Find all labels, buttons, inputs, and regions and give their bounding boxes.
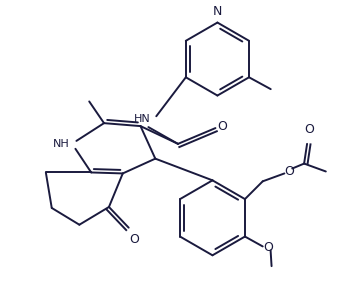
Text: O: O: [130, 233, 139, 246]
Text: HN: HN: [134, 114, 150, 124]
Text: O: O: [264, 241, 274, 254]
Text: O: O: [285, 165, 294, 178]
Text: N: N: [213, 5, 222, 18]
Text: O: O: [217, 120, 227, 133]
Text: O: O: [304, 123, 314, 136]
Text: NH: NH: [53, 139, 70, 149]
